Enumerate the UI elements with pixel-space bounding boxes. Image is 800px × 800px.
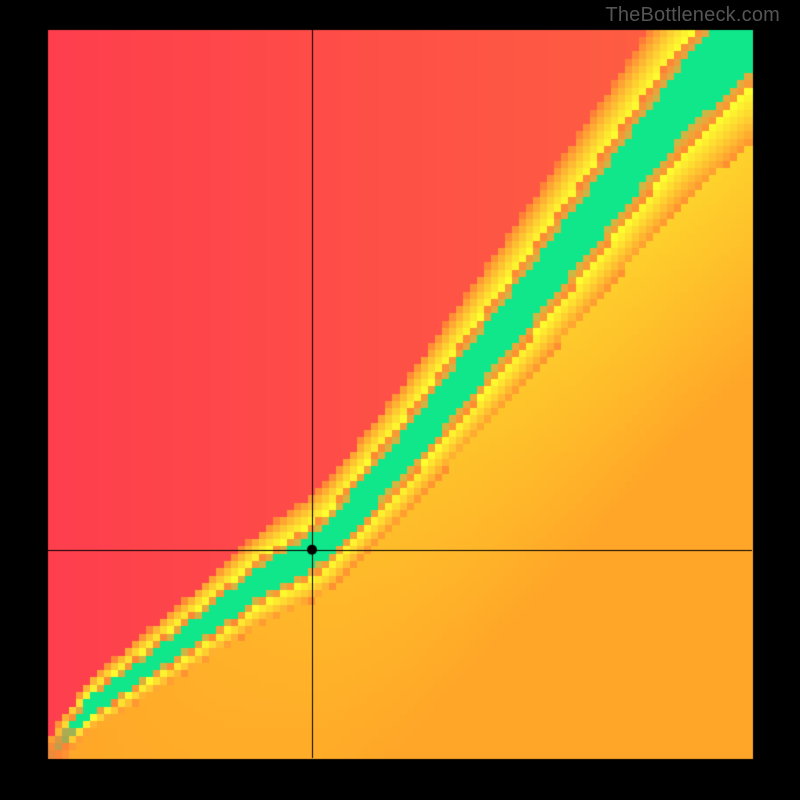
attribution-label: TheBottleneck.com [605,4,780,27]
chart-container: TheBottleneck.com [0,0,800,800]
heatmap-canvas [0,0,800,800]
